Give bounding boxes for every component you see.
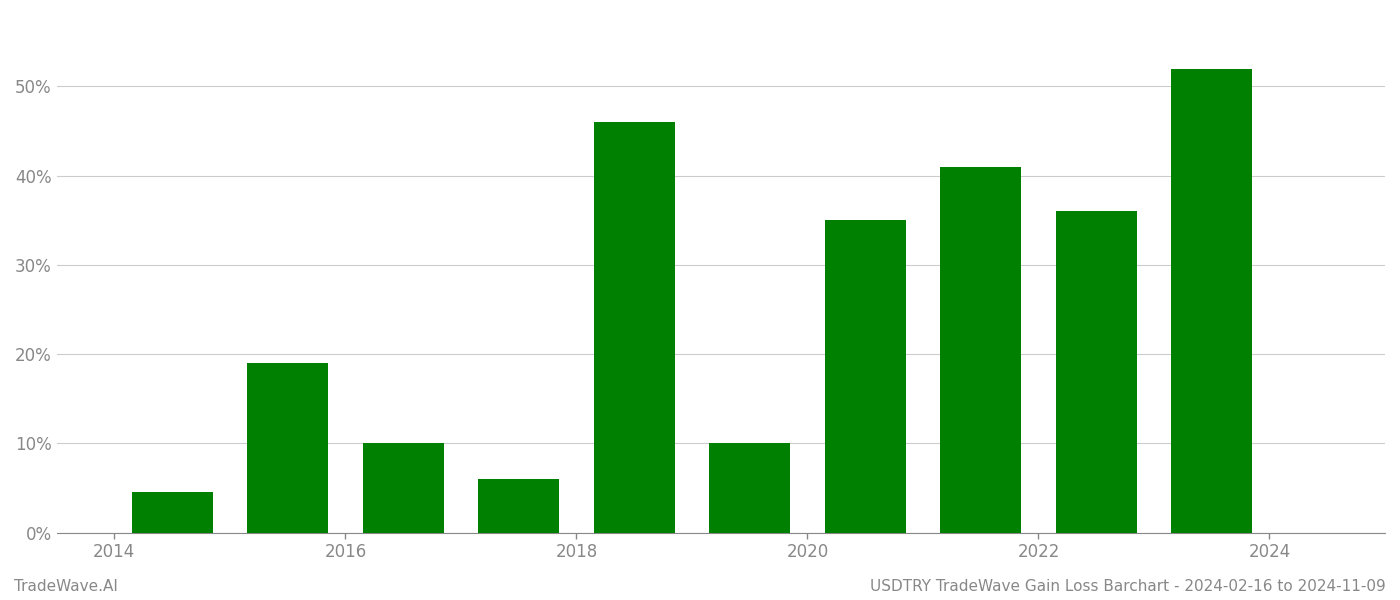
- Bar: [825, 220, 906, 533]
- Bar: [248, 363, 328, 533]
- Bar: [710, 443, 790, 533]
- Bar: [594, 122, 675, 533]
- Bar: [941, 167, 1021, 533]
- Bar: [132, 493, 213, 533]
- Text: TradeWave.AI: TradeWave.AI: [14, 579, 118, 594]
- Bar: [479, 479, 559, 533]
- Bar: [363, 443, 444, 533]
- Bar: [1172, 68, 1252, 533]
- Text: USDTRY TradeWave Gain Loss Barchart - 2024-02-16 to 2024-11-09: USDTRY TradeWave Gain Loss Barchart - 20…: [871, 579, 1386, 594]
- Bar: [1056, 211, 1137, 533]
